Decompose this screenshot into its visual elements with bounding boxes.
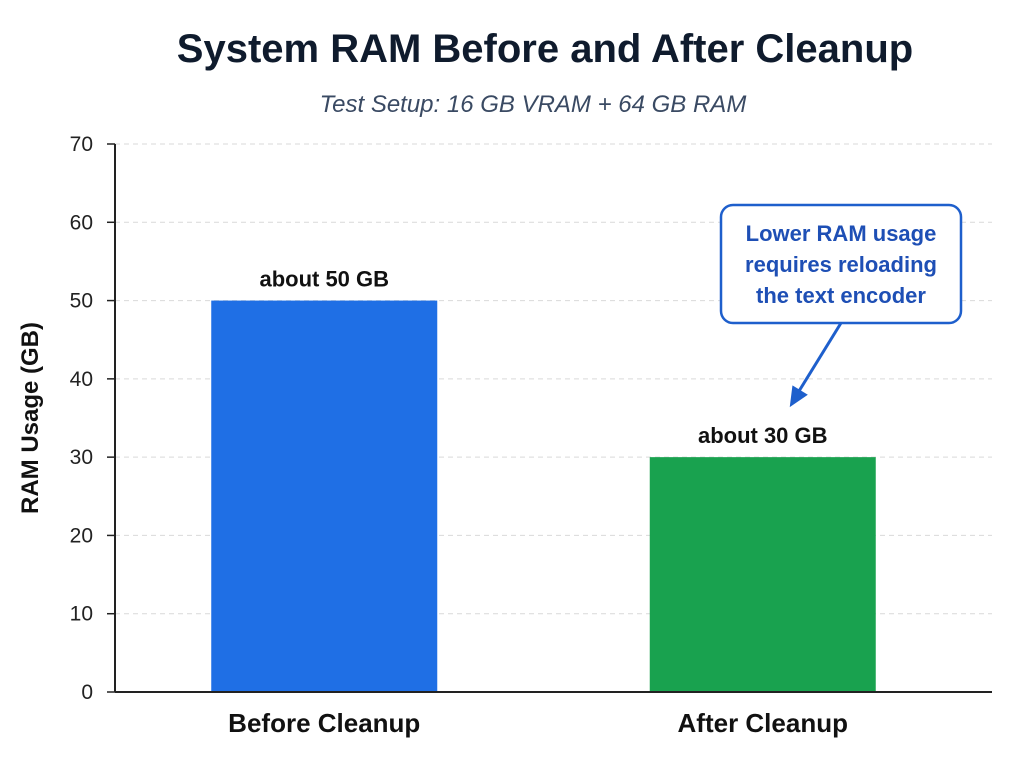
data-label: about 30 GB [698, 423, 828, 448]
y-tick-label: 20 [70, 524, 93, 547]
chart-subtitle: Test Setup: 16 GB VRAM + 64 GB RAM [320, 91, 747, 118]
bars [211, 300, 876, 692]
x-tick-label: Before Cleanup [228, 708, 420, 738]
y-tick-label: 10 [70, 603, 93, 626]
data-label: about 50 GB [259, 267, 389, 292]
labels: 0 10 20 30 40 50 60 70 about 50 GB Before Cleanup… [70, 133, 848, 738]
annotation-text: the text encoder [756, 283, 926, 308]
annotation-arrow-head [789, 385, 808, 408]
y-tick-label: 40 [70, 368, 93, 391]
annotation-arrow-line [796, 322, 843, 394]
annotation-text: requires reloading [745, 252, 937, 277]
y-tick-label: 60 [70, 211, 93, 234]
axes [107, 143, 992, 693]
chart-title: System RAM Before and After Cleanup [177, 27, 913, 71]
y-tick-label: 0 [81, 681, 93, 704]
y-tick-label: 50 [70, 290, 93, 313]
y-axis-label: RAM Usage (GB) [17, 322, 44, 514]
y-tick-label: 30 [70, 446, 93, 469]
bar-after-cleanup [649, 457, 876, 692]
annotation-callout: Lower RAM usage requires reloading the tex… [719, 203, 963, 408]
annotation-text: Lower RAM usage [746, 221, 937, 246]
bar-before-cleanup [211, 300, 438, 692]
x-tick-label: After Cleanup [678, 708, 848, 738]
y-tick-label: 70 [70, 133, 93, 156]
